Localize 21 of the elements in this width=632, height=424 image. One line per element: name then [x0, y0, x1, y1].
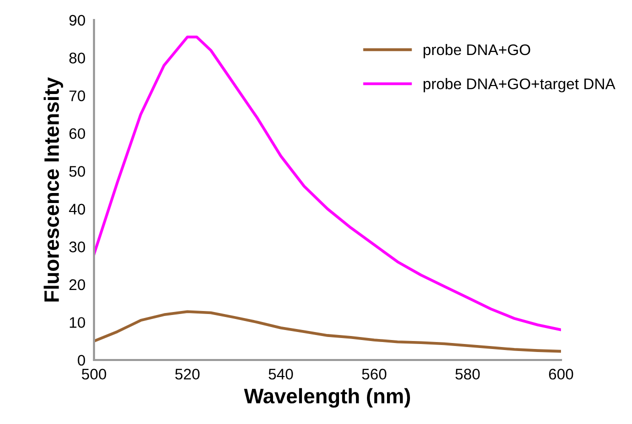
legend-label: probe DNA+GO	[424, 44, 530, 58]
x-tick-label: 520	[175, 368, 200, 380]
y-tick-label: 30	[69, 242, 86, 252]
x-tick-label: 560	[362, 368, 386, 380]
y-tick-label: 80	[69, 52, 86, 64]
y-tick-label: 20	[69, 279, 86, 290]
x-tick-label: 600	[549, 368, 574, 380]
y-tick-label: 50	[69, 166, 86, 177]
legend-label: probe DNA+GO+target DNA	[424, 78, 616, 92]
y-tick-label: 10	[70, 317, 86, 328]
x-tick-label: 500	[82, 368, 106, 380]
y-tick-label: 90	[69, 14, 86, 26]
y-tick-label: 40	[69, 204, 86, 215]
line-series	[94, 310, 561, 353]
x-tick-label: 580	[455, 368, 480, 380]
x-axis-title: Wavelength (nm)	[244, 388, 410, 408]
y-tick-label: 60	[69, 128, 86, 140]
y-tick-label: 70	[69, 90, 86, 102]
y-tick-label: 0	[78, 354, 86, 366]
y-axis-title: Fluorescence Intensity	[44, 77, 64, 302]
x-tick-label: 540	[268, 368, 293, 380]
